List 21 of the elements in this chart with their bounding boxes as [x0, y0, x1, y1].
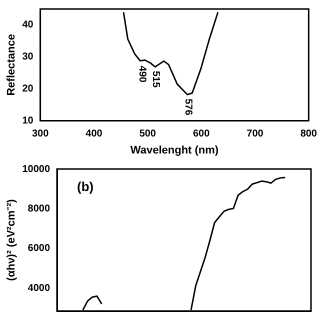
x-tick-label: 400: [86, 128, 103, 140]
y-tick-label: 30: [22, 52, 34, 63]
annotation: (b): [77, 179, 94, 194]
annotation: 515: [150, 70, 161, 88]
y-tick-label: 8000: [28, 203, 50, 214]
x-tick-label: 800: [300, 128, 318, 140]
annotation: 576: [182, 98, 194, 116]
y-tick-label: 10: [22, 116, 34, 127]
y-tick-label: 10000: [22, 164, 50, 175]
y-tick-label: 20: [22, 84, 34, 95]
x-tick-label: 500: [139, 128, 156, 140]
y-tick-label: 6000: [28, 243, 50, 254]
y-axis-title: (αhν)² (eV²cm⁻²): [6, 198, 18, 281]
x-tick-label: 600: [192, 128, 210, 140]
y-axis-title: Reflectance: [6, 34, 18, 96]
y-tick-label: 4000: [28, 282, 50, 294]
x-axis-title: Wavelenght (nm): [130, 144, 219, 156]
x-tick-label: 700: [246, 128, 264, 140]
x-tick-label: 300: [32, 128, 50, 140]
y-tick-label: 40: [22, 20, 34, 31]
annotation: 490: [136, 66, 148, 83]
